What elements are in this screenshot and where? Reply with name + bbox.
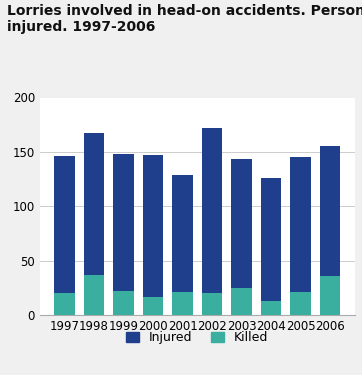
Bar: [231, 288, 252, 315]
Bar: [202, 293, 222, 315]
Bar: [143, 297, 163, 315]
Text: Lorries involved in head-on accidents. Persons killed or
injured. 1997-2006: Lorries involved in head-on accidents. P…: [7, 4, 362, 34]
Bar: [143, 155, 163, 297]
Bar: [290, 157, 311, 292]
Bar: [54, 156, 75, 293]
Bar: [84, 275, 104, 315]
Bar: [261, 301, 281, 315]
Bar: [172, 292, 193, 315]
Bar: [202, 128, 222, 293]
Bar: [320, 146, 340, 276]
Bar: [113, 291, 134, 315]
Bar: [320, 276, 340, 315]
Bar: [84, 134, 104, 275]
Legend: Injured, Killed: Injured, Killed: [123, 327, 272, 348]
Bar: [231, 159, 252, 288]
Bar: [113, 154, 134, 291]
Bar: [261, 178, 281, 301]
Bar: [172, 175, 193, 292]
Bar: [54, 293, 75, 315]
Bar: [290, 292, 311, 315]
